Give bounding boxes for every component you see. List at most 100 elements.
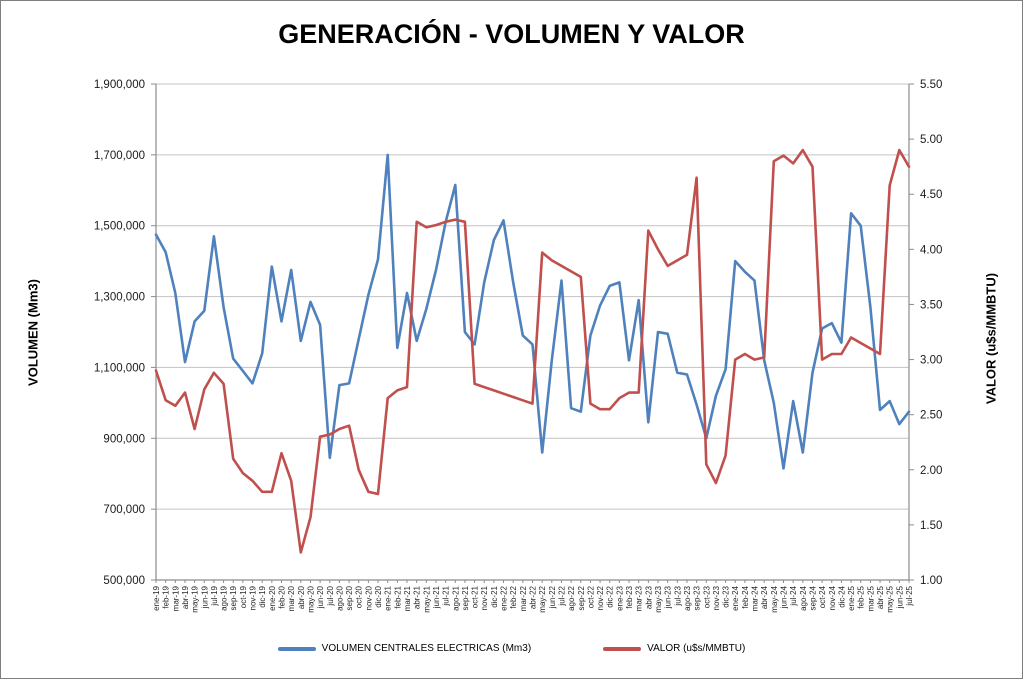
- svg-text:ene-20: ene-20: [268, 585, 277, 610]
- svg-text:abr-24: abr-24: [760, 585, 769, 609]
- svg-text:jun-25: jun-25: [895, 585, 904, 609]
- svg-text:jul-23: jul-23: [673, 585, 682, 606]
- svg-text:oct-21: oct-21: [471, 585, 480, 608]
- svg-text:dic-24: dic-24: [837, 585, 846, 607]
- svg-text:sep-20: sep-20: [345, 585, 354, 610]
- svg-text:jul-21: jul-21: [442, 585, 451, 606]
- svg-text:sep-22: sep-22: [577, 585, 586, 610]
- svg-text:may-25: may-25: [886, 585, 895, 612]
- svg-text:feb-25: feb-25: [857, 585, 866, 608]
- svg-text:jun-19: jun-19: [200, 585, 209, 609]
- svg-text:jul-25: jul-25: [905, 585, 914, 606]
- svg-text:1,700,000: 1,700,000: [94, 150, 145, 162]
- svg-text:abr-22: abr-22: [529, 585, 538, 609]
- svg-text:mar-22: mar-22: [519, 585, 528, 611]
- svg-text:jun-24: jun-24: [780, 585, 789, 609]
- svg-text:ago-24: ago-24: [799, 585, 808, 610]
- svg-text:oct-22: oct-22: [586, 585, 595, 608]
- svg-text:jul-20: jul-20: [326, 585, 335, 606]
- svg-text:1.50: 1.50: [920, 520, 942, 532]
- svg-text:1,900,000: 1,900,000: [94, 79, 145, 91]
- valor-series-line-icon: [603, 646, 642, 651]
- svg-text:may-21: may-21: [422, 585, 431, 612]
- svg-text:dic-22: dic-22: [606, 585, 615, 607]
- legend: VOLUMEN CENTRALES ELECTRICAS (Mm3) VALOR…: [1, 643, 1022, 654]
- volumen-series-line-icon: [277, 646, 316, 651]
- svg-text:sep-24: sep-24: [808, 585, 817, 610]
- svg-text:5.00: 5.00: [920, 134, 942, 146]
- svg-text:oct-19: oct-19: [239, 585, 248, 608]
- svg-text:2.00: 2.00: [920, 465, 942, 477]
- svg-text:may-19: may-19: [191, 585, 200, 612]
- left-axis-title: VOLUMEN (Mm3): [25, 279, 41, 386]
- svg-text:1,300,000: 1,300,000: [94, 292, 145, 304]
- svg-text:jun-23: jun-23: [664, 585, 673, 609]
- svg-text:abr-25: abr-25: [876, 585, 885, 609]
- svg-text:900,000: 900,000: [103, 433, 145, 445]
- svg-text:ago-21: ago-21: [451, 585, 460, 610]
- svg-text:mar-20: mar-20: [287, 585, 296, 611]
- svg-text:nov-21: nov-21: [480, 585, 489, 610]
- svg-text:ene-21: ene-21: [384, 585, 393, 610]
- svg-text:nov-24: nov-24: [828, 585, 837, 610]
- svg-text:jul-19: jul-19: [210, 585, 219, 606]
- svg-text:oct-23: oct-23: [702, 585, 711, 608]
- svg-text:feb-20: feb-20: [278, 585, 287, 608]
- svg-text:ago-22: ago-22: [567, 585, 576, 610]
- svg-text:sep-21: sep-21: [461, 585, 470, 610]
- svg-text:5.50: 5.50: [920, 79, 942, 91]
- legend-label-valor: VALOR (u$s/MMBTU): [647, 643, 746, 654]
- svg-text:dic-19: dic-19: [258, 585, 267, 607]
- svg-text:700,000: 700,000: [103, 504, 145, 516]
- svg-text:4.00: 4.00: [920, 244, 942, 256]
- legend-item-volumen: VOLUMEN CENTRALES ELECTRICAS (Mm3): [277, 643, 532, 654]
- svg-text:dic-23: dic-23: [722, 585, 731, 607]
- svg-text:may-20: may-20: [306, 585, 315, 612]
- svg-text:ene-23: ene-23: [615, 585, 624, 610]
- chart-title: GENERACIÓN - VOLUMEN Y VALOR: [278, 19, 745, 49]
- right-axis-title: VALOR (u$s/MMBTU): [983, 272, 999, 405]
- svg-text:jul-24: jul-24: [789, 585, 798, 606]
- svg-text:abr-21: abr-21: [413, 585, 422, 609]
- svg-text:500,000: 500,000: [103, 575, 145, 587]
- svg-text:mar-21: mar-21: [403, 585, 412, 611]
- svg-text:oct-20: oct-20: [355, 585, 364, 608]
- svg-text:may-24: may-24: [770, 585, 779, 612]
- svg-text:feb-21: feb-21: [393, 585, 402, 608]
- svg-text:abr-19: abr-19: [181, 585, 190, 609]
- svg-text:feb-22: feb-22: [509, 585, 518, 608]
- svg-text:abr-23: abr-23: [644, 585, 653, 609]
- svg-text:1,500,000: 1,500,000: [94, 221, 145, 233]
- svg-text:mar-25: mar-25: [866, 585, 875, 611]
- svg-text:mar-19: mar-19: [171, 585, 180, 611]
- svg-text:2.50: 2.50: [920, 410, 942, 422]
- svg-text:ago-19: ago-19: [220, 585, 229, 610]
- svg-text:ago-23: ago-23: [683, 585, 692, 610]
- svg-text:ene-25: ene-25: [847, 585, 856, 610]
- svg-text:nov-23: nov-23: [712, 585, 721, 610]
- svg-text:sep-23: sep-23: [693, 585, 702, 610]
- svg-text:may-23: may-23: [654, 585, 663, 612]
- svg-text:4.50: 4.50: [920, 189, 942, 201]
- svg-text:abr-20: abr-20: [297, 585, 306, 609]
- svg-text:dic-21: dic-21: [490, 585, 499, 607]
- svg-text:oct-24: oct-24: [818, 585, 827, 608]
- svg-text:dic-20: dic-20: [374, 585, 383, 607]
- svg-text:ene-19: ene-19: [152, 585, 161, 610]
- svg-text:feb-19: feb-19: [162, 585, 171, 608]
- svg-text:ago-20: ago-20: [335, 585, 344, 610]
- svg-text:mar-24: mar-24: [751, 585, 760, 611]
- svg-text:sep-19: sep-19: [229, 585, 238, 610]
- legend-item-valor: VALOR (u$s/MMBTU): [603, 643, 745, 654]
- svg-text:mar-23: mar-23: [635, 585, 644, 611]
- svg-text:jun-20: jun-20: [316, 585, 325, 609]
- svg-text:nov-22: nov-22: [596, 585, 605, 610]
- legend-label-volumen: VOLUMEN CENTRALES ELECTRICAS (Mm3): [321, 643, 532, 654]
- svg-text:ene-22: ene-22: [500, 585, 509, 610]
- svg-text:feb-23: feb-23: [625, 585, 634, 608]
- svg-text:nov-19: nov-19: [249, 585, 258, 610]
- svg-text:may-22: may-22: [538, 585, 547, 612]
- svg-text:feb-24: feb-24: [741, 585, 750, 608]
